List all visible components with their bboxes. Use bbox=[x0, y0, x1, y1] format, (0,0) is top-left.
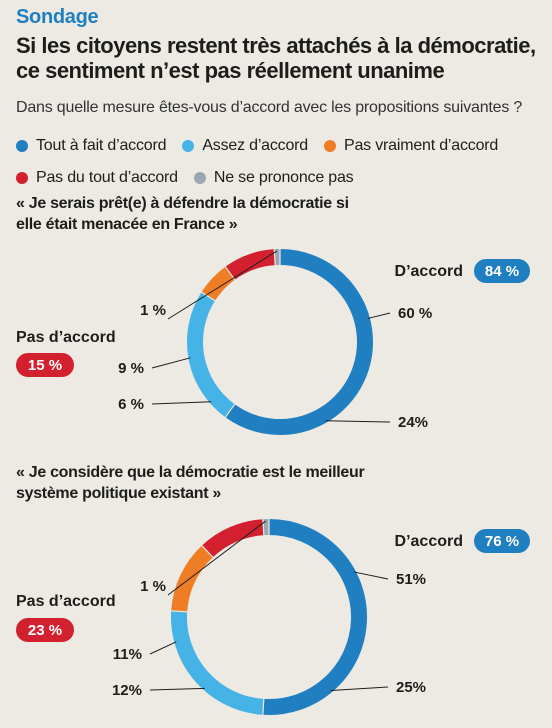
legend-row-1: Tout à fait d’accord Assez d’accord Pas … bbox=[16, 130, 546, 162]
chart-2-separator-2 bbox=[171, 610, 188, 613]
chart-1-agree-badge bbox=[474, 259, 530, 283]
chart-2-disagree-value: 23 % bbox=[28, 622, 62, 639]
chart-1-label-pas-du-tout: 9 % bbox=[118, 360, 144, 377]
kicker: Sondage bbox=[16, 6, 99, 28]
chart-2-agree-label: D’accord bbox=[395, 533, 463, 550]
legend-label-pas-du-tout: Pas du tout d’accord bbox=[36, 169, 178, 186]
chart-1-disagree-badge bbox=[16, 353, 74, 377]
chart-2-slice-tout-a-fait bbox=[262, 519, 368, 715]
chart-1-slice-pas-vraiment bbox=[201, 266, 235, 301]
chart-2-separator-3 bbox=[201, 545, 214, 558]
chart-1-leader-assez bbox=[325, 420, 391, 423]
chart-1-slice-assez bbox=[187, 292, 235, 418]
chart-2-agree-badge bbox=[474, 529, 530, 553]
chart-1-leader-pas-du-tout bbox=[151, 357, 191, 369]
chart-1-leader-tout-a-fait bbox=[367, 312, 391, 319]
chart-1-title: « Je serais prêt(e) à défendre la démocr… bbox=[16, 195, 349, 233]
chart-1-leader-nsp bbox=[167, 250, 278, 320]
chart-2-leader-nsp bbox=[167, 520, 266, 596]
chart-2-leader-assez bbox=[330, 686, 389, 692]
legend-dot-pas-vraiment bbox=[324, 140, 337, 152]
chart-2: 51% 25% 12% 11% 1 % D’accord 76 % Pas d’accord 2… bbox=[16, 519, 530, 715]
chart-2-slice-assez bbox=[171, 610, 265, 715]
chart-2-label-pas-vraiment: 12% bbox=[112, 682, 142, 699]
chart-1-label-nsp: 1 % bbox=[140, 302, 166, 319]
chart-1: 60 % 24% 6 % 9 % 1 % D’accord 84 % Pas d’accord… bbox=[16, 249, 530, 435]
legend-item-nsp: Ne se prononce pas bbox=[193, 169, 354, 187]
legend-label-assez: Assez d’accord bbox=[202, 137, 309, 154]
chart-1-separator-3 bbox=[224, 266, 236, 281]
chart-2-label-tout-a-fait: 51% bbox=[396, 571, 426, 588]
chart-1-disagree-label: Pas d’accord bbox=[16, 329, 116, 346]
legend-dot-nsp bbox=[193, 172, 206, 184]
legend: Tout à fait d’accord Assez d’accord Pas … bbox=[16, 130, 546, 194]
legend-item-assez: Assez d’accord bbox=[182, 137, 308, 155]
chart-1-label-tout-a-fait: 60 % bbox=[398, 305, 432, 322]
chart-2-disagree-label: Pas d’accord bbox=[16, 593, 116, 610]
chart-1-disagree-value: 15 % bbox=[28, 357, 62, 374]
headline: Si les citoyens restent très attachés à … bbox=[16, 33, 536, 83]
chart-2-title: « Je considère que la démocratie est le … bbox=[16, 464, 365, 502]
chart-2-label-pas-du-tout: 11% bbox=[113, 646, 142, 663]
chart-1-label-assez: 24% bbox=[398, 414, 428, 431]
chart-1-leader-pas-vraiment bbox=[151, 401, 212, 405]
question: Dans quelle mesure êtes-vous d’accord av… bbox=[16, 99, 523, 116]
chart-2-agree-value: 76 % bbox=[485, 533, 519, 550]
chart-1-separator-2 bbox=[201, 291, 216, 302]
legend-label-nsp: Ne se prononce pas bbox=[213, 169, 354, 186]
chart-1-agree-label: D’accord bbox=[395, 263, 463, 280]
legend-row-2: Pas du tout d’accord Ne se prononce pas bbox=[16, 162, 546, 194]
legend-label-tout-a-fait: Tout à fait d’accord bbox=[36, 137, 167, 154]
chart-1-agree-value: 84 % bbox=[485, 263, 519, 280]
chart-2-label-assez: 25% bbox=[396, 679, 426, 696]
chart-1-slice-tout-a-fait bbox=[225, 249, 373, 435]
chart-2-slice-pas-vraiment bbox=[171, 545, 214, 613]
chart-2-leader-pas-du-tout bbox=[149, 641, 177, 655]
chart-2-leader-tout-a-fait bbox=[353, 571, 389, 580]
legend-dot-pas-du-tout bbox=[16, 172, 28, 184]
chart-2-separator-4 bbox=[262, 519, 265, 536]
chart-1-separator-4 bbox=[273, 249, 276, 266]
chart-1-slice-pas-du-tout bbox=[225, 249, 276, 280]
legend-item-pas-du-tout: Pas du tout d’accord bbox=[16, 169, 178, 187]
chart-2-label-nsp: 1 % bbox=[140, 578, 166, 595]
legend-item-tout-a-fait: Tout à fait d’accord bbox=[16, 137, 167, 155]
chart-2-separator-1 bbox=[262, 698, 265, 715]
chart-2-disagree-badge bbox=[16, 618, 74, 642]
legend-label-pas-vraiment: Pas vraiment d’accord bbox=[344, 137, 499, 154]
legend-item-pas-vraiment: Pas vraiment d’accord bbox=[324, 137, 498, 155]
legend-dot-assez bbox=[182, 140, 195, 152]
legend-dot-tout-a-fait bbox=[16, 140, 28, 152]
chart-2-slice-pas-du-tout bbox=[201, 519, 265, 558]
chart-1-label-pas-vraiment: 6 % bbox=[118, 396, 144, 413]
chart-1-separator-1 bbox=[224, 403, 236, 418]
chart-2-leader-pas-vraiment bbox=[149, 687, 205, 691]
